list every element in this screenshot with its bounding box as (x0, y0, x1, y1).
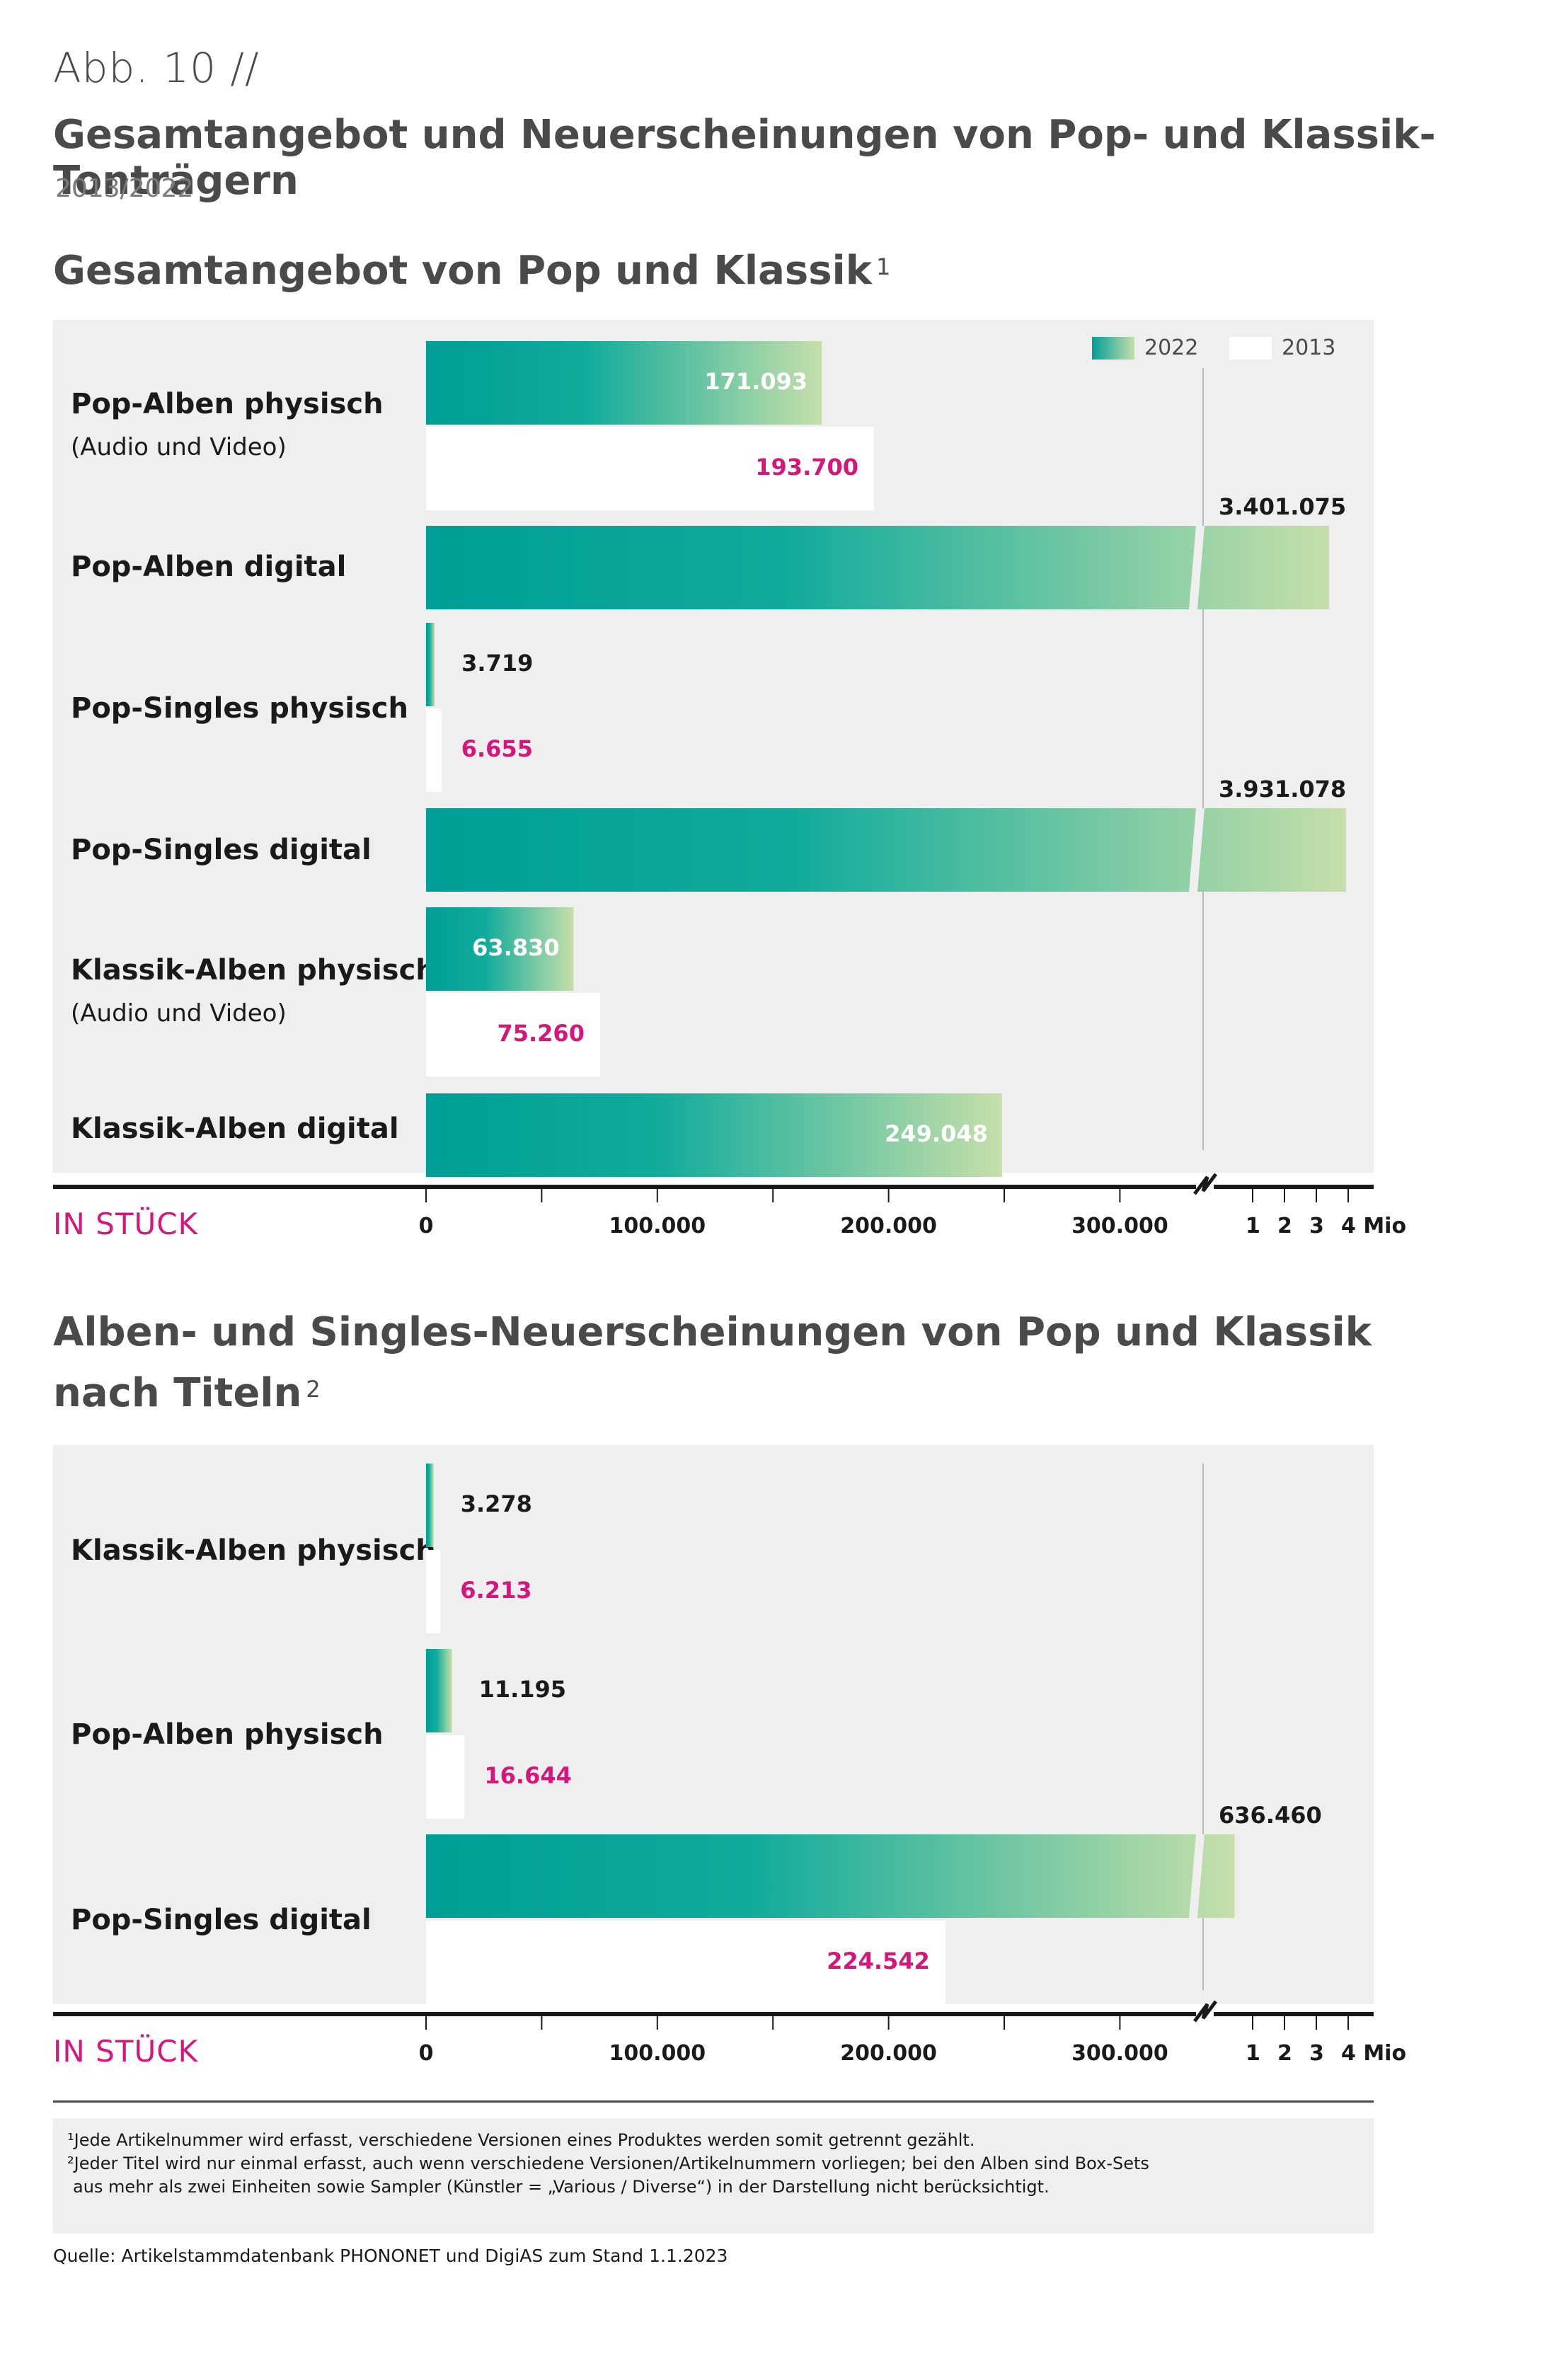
chart1-bar-2022-4 (426, 907, 574, 991)
chart1-unit-label: IN STÜCK (53, 1207, 199, 1241)
chart1-bar-break-3 (1189, 808, 1205, 892)
page-title: Gesamtangebot und Neuerscheinungen von P… (53, 112, 1436, 204)
chart2-tick-label-mio-3: 3 (1309, 2041, 1324, 2066)
section1-title-text: Gesamtangebot von Pop und Klassik (53, 248, 872, 294)
footnote-divider (53, 2100, 1374, 2103)
chart2-bar-2013-2 (426, 1921, 945, 2004)
chart1-tick-label-1: 100.000 (609, 1214, 706, 1238)
chart2-bars (53, 1464, 1374, 2030)
chart1-bars (53, 341, 1374, 1202)
chart2-tick-label-1: 100.000 (609, 2041, 706, 2066)
legend-swatch-2022 (1092, 337, 1134, 360)
chart1-category-pop-singles-physisch: Pop-Singles physisch (71, 692, 408, 725)
chart1-axis-break (1193, 1173, 1217, 1195)
chart1-bar-2022-5 (426, 1093, 1002, 1177)
chart2-bar-2022-1 (426, 1649, 452, 1732)
chart1-bar-2013-4 (426, 993, 600, 1076)
chart2-value-2013-0: 6.213 (460, 1577, 532, 1604)
chart2-bar-2022-0 (426, 1464, 434, 1547)
chart2-bar-2013-0 (426, 1550, 441, 1633)
chart2-tick-label-2: 200.000 (840, 2041, 937, 2066)
section2-footnote-ref: 2 (306, 1376, 321, 1403)
chart1-value-2013-4: 75.260 (497, 1020, 585, 1047)
chart2-value-2022-1: 11.195 (478, 1676, 567, 1703)
legend-swatch-2013 (1229, 337, 1272, 360)
chart1-bar-2022-1 (426, 526, 1330, 609)
chart2-value-2022-2: 636.460 (1219, 1802, 1322, 1829)
chart2-tick-label-mio-2: 2 (1277, 2041, 1292, 2066)
chart2-tick-label-3: 300.000 (1071, 2041, 1168, 2066)
chart2-tick-label-mio-4: 4 Mio (1341, 2041, 1407, 2066)
chart1-tick-label-mio-1: 1 (1246, 1214, 1260, 1238)
figure-label: Abb. 10 // (53, 44, 260, 92)
chart2-value-2022-0: 3.278 (460, 1490, 532, 1517)
legend-label-2022: 2022 (1144, 335, 1199, 360)
chart1-value-2022-3: 3.931.078 (1219, 776, 1347, 803)
chart2-tick-label-mio-1: 1 (1246, 2041, 1260, 2066)
chart1-category-note-pop-alben: (Audio und Video) (71, 433, 287, 461)
chart2-category-pop-alben-physisch: Pop-Alben physisch (71, 1718, 384, 1751)
section2-title-line2-text: nach Titeln (53, 1370, 302, 1416)
chart1-tick-label-mio-2: 2 (1277, 1214, 1292, 1238)
chart1-bar-2013-2 (426, 708, 442, 792)
chart1-category-note-klassik-alben: (Audio und Video) (71, 999, 287, 1028)
chart1-bar-2022-2 (426, 623, 435, 706)
chart1-tick-label-3: 300.000 (1071, 1214, 1168, 1238)
chart2-category-pop-singles-digital: Pop-Singles digital (71, 1904, 372, 1936)
chart1-category-pop-alben-digital: Pop-Alben digital (71, 551, 347, 583)
chart1-category-klassik-alben-digital: Klassik-Alben digital (71, 1113, 399, 1145)
chart2-bar-2013-1 (426, 1735, 465, 1819)
chart1-value-2013-2: 6.655 (461, 735, 533, 762)
chart1-tick-label-0: 0 (418, 1214, 434, 1238)
chart1-bar-2022-0 (426, 341, 822, 425)
chart1-bar-break-1 (1189, 526, 1205, 609)
section1-title: Gesamtangebot von Pop und Klassik 1 (53, 241, 890, 301)
chart2-bar-break-2 (1189, 1834, 1205, 1918)
section2-title: Alben- und Singles-Neuerscheinungen von … (53, 1302, 1372, 1424)
source-note: Quelle: Artikelstammdatenbank PHONONET u… (53, 2246, 728, 2266)
chart1-tick-label-mio-4: 4 Mio (1341, 1214, 1407, 1238)
chart1-category-klassik-alben-physisch: Klassik-Alben physisch (71, 954, 436, 987)
section2-title-line1: Alben- und Singles-Neuerscheinungen von … (53, 1309, 1372, 1355)
chart1-value-2022-0: 171.093 (704, 368, 808, 395)
chart2-value-2013-2: 224.542 (827, 1948, 930, 1974)
chart1-tick-label-mio-3: 3 (1309, 1214, 1324, 1238)
chart1-value-2022-1: 3.401.075 (1219, 493, 1347, 520)
chart2-tick-label-0: 0 (418, 2041, 434, 2066)
chart1-value-2022-4: 63.830 (472, 934, 560, 961)
chart1-category-pop-alben-physisch: Pop-Alben physisch (71, 388, 384, 420)
chart1-tick-label-2: 200.000 (840, 1214, 937, 1238)
chart2-value-2013-1: 16.644 (484, 1762, 572, 1789)
chart1-value-2022-2: 3.719 (461, 650, 534, 677)
chart1-value-2013-0: 193.700 (755, 454, 859, 481)
chart2-axis-break (1193, 2000, 1217, 2023)
footnote-1: ¹Jede Artikelnummer wird erfasst, versch… (67, 2130, 975, 2150)
chart2-unit-label: IN STÜCK (53, 2034, 199, 2069)
footnote-box (53, 2118, 1374, 2234)
chart1-value-2022-5: 249.048 (885, 1120, 988, 1147)
chart2-category-klassik-alben-physisch: Klassik-Alben physisch (71, 1534, 436, 1567)
footnote-2b: aus mehr als zwei Einheiten sowie Sample… (73, 2177, 1050, 2197)
page-subtitle: 2013/2022 (55, 174, 194, 203)
section2-title-line2: nach Titeln 2 (53, 1363, 1372, 1424)
footnote-2a: ²Jeder Titel wird nur einmal erfasst, au… (67, 2154, 1149, 2173)
legend-label-2013: 2013 (1282, 335, 1336, 360)
chart1-category-pop-singles-digital: Pop-Singles digital (71, 834, 372, 866)
chart2-bar-2022-2 (426, 1834, 1235, 1918)
section1-footnote-ref: 1 (875, 253, 891, 280)
chart1-bar-2013-0 (426, 427, 875, 510)
